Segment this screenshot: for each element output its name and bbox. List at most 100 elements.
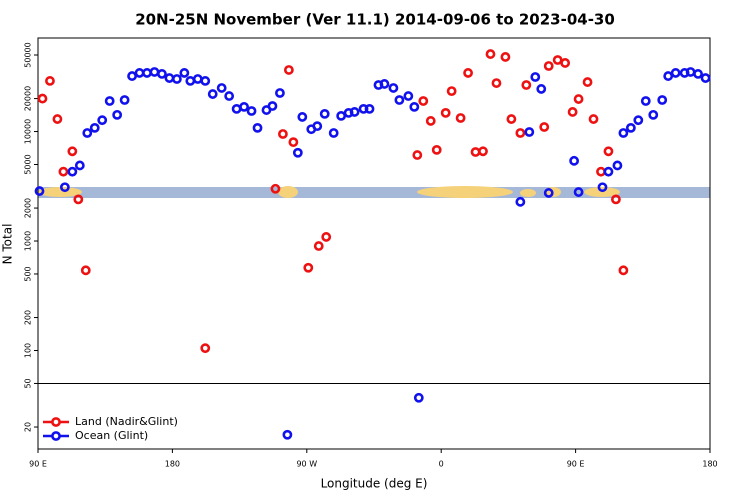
data-point: [524, 127, 535, 137]
y-axis-label: N Total: [1, 224, 15, 265]
data-point: [157, 69, 167, 79]
data-point: [288, 137, 299, 148]
data-point: [200, 343, 211, 354]
data-point: [543, 188, 554, 198]
x-axis-label: Longitude (deg E): [321, 477, 428, 491]
x-tick-label: 0: [439, 460, 444, 469]
plot-frame: [37, 37, 711, 450]
data-point: [431, 144, 442, 155]
data-point: [413, 392, 424, 403]
legend-marker: [51, 431, 61, 441]
data-point: [34, 186, 45, 196]
data-point: [282, 429, 293, 440]
data-point: [657, 95, 668, 105]
data-point: [321, 232, 332, 242]
data-point: [112, 109, 123, 120]
y-tick-label: 20000: [24, 86, 33, 111]
data-point: [573, 187, 584, 197]
data-point: [625, 122, 636, 133]
data-point: [207, 89, 218, 99]
x-tick-label: 180: [702, 460, 717, 469]
y-tick-label: 50000: [24, 42, 33, 67]
data-point: [515, 196, 526, 207]
data-point: [379, 79, 390, 89]
data-point: [685, 67, 696, 77]
data-point: [463, 68, 473, 78]
data-point: [618, 128, 629, 138]
data-point: [104, 96, 115, 106]
data-point: [418, 96, 429, 106]
data-point: [164, 73, 175, 83]
data-point: [58, 166, 69, 177]
data-point: [543, 61, 554, 71]
data-point: [74, 160, 85, 171]
data-point: [185, 76, 196, 86]
data-point: [67, 166, 78, 177]
y-tick-label: 200: [24, 310, 33, 325]
data-point: [328, 128, 339, 138]
data-point: [582, 77, 593, 87]
y-tick-label: 1000: [24, 231, 33, 251]
data-point: [45, 76, 55, 86]
data-point: [142, 68, 152, 78]
data-point: [239, 101, 249, 112]
y-tick-label: 5000: [24, 154, 33, 174]
map-strip: [38, 186, 710, 198]
data-point: [470, 147, 481, 157]
data-point: [552, 55, 563, 65]
data-point: [364, 103, 375, 114]
data-point: [446, 86, 457, 97]
data-point: [425, 116, 436, 126]
data-point: [440, 107, 451, 118]
data-point: [275, 88, 285, 98]
data-point: [506, 114, 517, 124]
data-point: [278, 129, 288, 139]
y-tick-label: 100: [24, 343, 33, 358]
data-point: [59, 182, 70, 193]
data-point: [171, 74, 182, 84]
data-point: [567, 107, 578, 117]
x-tick-label: 180: [165, 460, 180, 469]
data-point: [515, 128, 526, 138]
y-tick-label: 20: [24, 422, 33, 432]
data-point: [149, 67, 160, 77]
data-point: [603, 146, 614, 157]
x-tick-label: 90 E: [567, 460, 585, 469]
data-point: [394, 95, 405, 105]
legend-marker: [51, 417, 61, 427]
data-point: [455, 113, 466, 123]
data-point: [412, 150, 423, 160]
data-point: [536, 84, 547, 94]
data-point: [597, 182, 608, 193]
x-tick-label: 90 W: [296, 460, 317, 469]
data-point: [52, 114, 63, 124]
data-point: [134, 68, 145, 78]
data-point: [179, 68, 190, 78]
data-point: [569, 155, 580, 166]
data-point: [700, 73, 711, 83]
x-tick-label: 90 E: [29, 460, 47, 469]
data-point: [80, 265, 91, 276]
data-point: [588, 114, 599, 124]
y-tick-label: 10000: [24, 119, 33, 144]
data-point: [224, 91, 235, 101]
y-tick-label: 2000: [24, 198, 33, 218]
data-point: [283, 65, 294, 75]
data-point: [216, 83, 227, 93]
data-point: [403, 91, 414, 101]
data-point: [297, 112, 308, 122]
data-point: [521, 80, 532, 90]
data-point: [67, 146, 78, 157]
data-point: [485, 49, 496, 59]
data-point: [82, 128, 93, 138]
data-point: [231, 103, 242, 114]
y-tick-label: 50: [24, 378, 33, 388]
data-point: [648, 109, 659, 120]
data-point: [73, 194, 84, 205]
y-tick-label: 500: [24, 266, 33, 281]
data-point: [349, 107, 360, 117]
data-point: [292, 147, 303, 158]
data-point: [670, 68, 681, 78]
data-point: [560, 58, 571, 68]
